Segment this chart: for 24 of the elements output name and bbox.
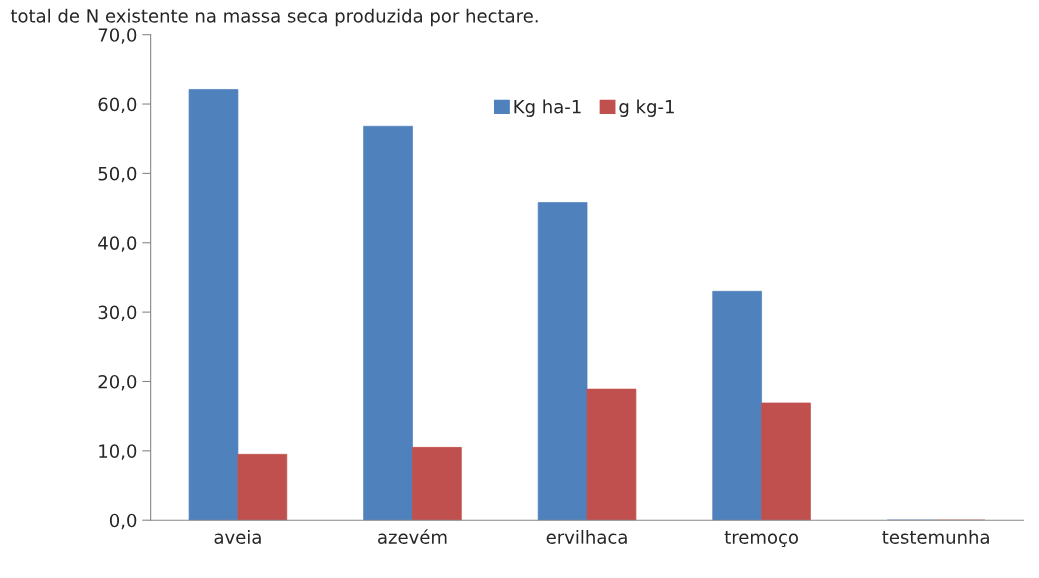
y-tick-label: 30,0 [98, 305, 137, 322]
y-tick-label: 20,0 [98, 374, 137, 391]
y-tick-label: 40,0 [98, 236, 137, 252]
x-tick-label: azevém [378, 529, 447, 544]
bar [412, 447, 462, 521]
x-tick-label: ervilhaca [546, 529, 627, 544]
x-tick-label: testemunha [882, 529, 989, 544]
chart-title: total de N existente na massa seca produzida por hectare. [10, 8, 538, 27]
x-tick-label: tremoço [724, 530, 799, 548]
legend-label: g kg-1 [619, 99, 674, 117]
y-tick-label: 10,0 [99, 444, 137, 460]
bar [537, 202, 588, 521]
y-tick-label: 50,0 [98, 166, 137, 183]
bar [363, 125, 413, 521]
bar [761, 402, 811, 521]
bar [188, 89, 239, 521]
bar [712, 290, 762, 521]
bar [237, 453, 288, 521]
y-tick-label: 60,0 [98, 97, 137, 113]
x-tick-label: aveia [214, 529, 261, 544]
legend-label: Kg ha-1 [514, 99, 581, 117]
bar [586, 388, 637, 521]
y-tick-label: 70,0 [98, 28, 137, 44]
y-tick-label: 0,0 [109, 513, 137, 530]
